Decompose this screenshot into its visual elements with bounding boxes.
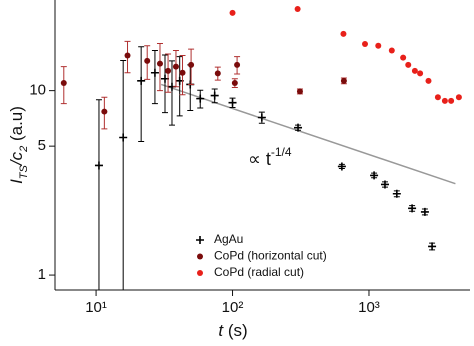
x-label-part: (s) (223, 321, 248, 340)
circle-marker (229, 9, 236, 16)
circle-marker (172, 63, 179, 70)
plus-marker (196, 94, 205, 103)
annotation: ∝ t-1/4 (248, 145, 292, 169)
circle-marker (375, 42, 382, 49)
y-tick-label: 1 (38, 266, 46, 283)
plus-marker (370, 171, 379, 180)
plus-marker (228, 98, 237, 107)
circle-marker (340, 30, 347, 37)
circle-marker (448, 97, 455, 104)
plus-marker (380, 180, 389, 189)
y-label-part: I (7, 179, 26, 184)
error-bar (162, 54, 169, 114)
circle-marker (434, 94, 441, 101)
circle-marker (455, 94, 462, 101)
plus-marker (210, 91, 219, 100)
plus-marker (94, 161, 103, 170)
error-bar (168, 60, 175, 126)
legend-marker (196, 236, 204, 244)
plus-marker (408, 204, 417, 213)
legend-marker (197, 270, 203, 276)
error-bar (156, 43, 163, 92)
error-bar (138, 46, 145, 142)
circle-marker (101, 108, 108, 115)
circle-marker (144, 57, 151, 64)
plus-marker (257, 113, 266, 122)
error-bar (120, 59, 127, 290)
circle-marker (441, 97, 448, 104)
circle-marker (156, 60, 163, 67)
circle-marker (388, 47, 395, 54)
y-tick-label: 5 (38, 137, 46, 154)
circle-marker (340, 77, 347, 84)
x-label-part: t (218, 321, 224, 340)
circle-marker (400, 54, 407, 61)
circle-marker (296, 88, 303, 95)
error-bar (176, 56, 183, 117)
fit-line (160, 83, 456, 185)
annotation-part: ∝ t (248, 149, 271, 169)
plus-marker (137, 76, 146, 85)
circle-marker (124, 52, 131, 59)
circle-marker (411, 67, 418, 74)
plus-marker (392, 189, 401, 198)
plus-marker (337, 162, 346, 171)
x-tick-label: 10² (222, 299, 244, 316)
plot-area (60, 6, 462, 290)
circle-marker (417, 70, 424, 77)
plus-marker (420, 207, 429, 216)
circle-marker (361, 40, 368, 47)
circle-marker (425, 77, 432, 84)
circle-marker (405, 61, 412, 68)
y-label-part: TS (18, 164, 30, 179)
y-label-part: /c (7, 151, 26, 166)
circle-marker (188, 61, 195, 68)
annotation-part: -1/4 (271, 145, 292, 159)
x-tick-label: 10³ (358, 299, 380, 316)
circle-marker (179, 69, 186, 76)
circle-marker (165, 67, 172, 74)
x-axis-label: t (s) (218, 321, 247, 340)
plus-marker (428, 242, 437, 251)
legend-marker (197, 253, 203, 260)
circle-marker (234, 61, 241, 68)
y-label-part: (a.u) (7, 106, 26, 146)
circle-marker (214, 70, 221, 77)
error-bar (151, 50, 158, 105)
circle-marker (60, 79, 67, 86)
legend-label: CoPd (horizontal cut) (214, 249, 327, 263)
plus-marker (294, 123, 303, 132)
plus-marker (150, 68, 159, 77)
y-axis-label: ITS/c2 (a.u) (7, 106, 29, 184)
plus-marker (119, 133, 128, 142)
error-bar (95, 99, 102, 290)
y-label-part: 2 (18, 146, 30, 153)
x-tick-label: 10¹ (85, 299, 107, 316)
y-tick-label: 10 (29, 82, 46, 99)
circle-marker (294, 6, 301, 13)
legend-label: CoPd (radial cut) (214, 265, 304, 279)
legend-label: AgAu (214, 232, 243, 246)
circle-marker (231, 79, 238, 86)
